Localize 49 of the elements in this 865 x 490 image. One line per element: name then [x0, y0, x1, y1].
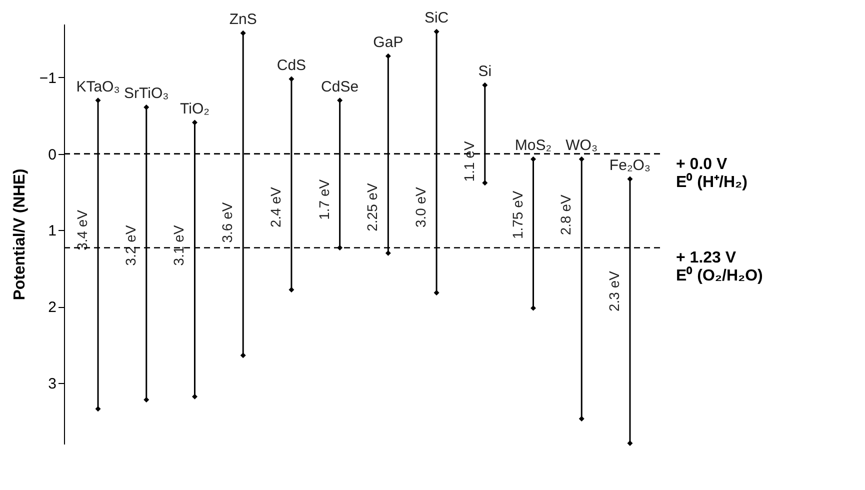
annotation: 2.4 eV	[267, 186, 284, 228]
x-tick-label: SiC	[424, 10, 449, 27]
point	[385, 250, 391, 256]
y-tick-label: 2	[48, 299, 56, 316]
y-tick-label: −1	[39, 70, 56, 87]
x-tick-label: Fe₂O₃	[609, 157, 651, 174]
annotation: 3.2 eV	[122, 224, 138, 266]
x-tick-label: CdSe	[321, 78, 359, 96]
point	[95, 406, 101, 412]
annotation: 1.7 eV	[316, 178, 332, 220]
annotation: 3.0 eV	[412, 186, 429, 228]
point	[627, 176, 633, 182]
y-tick-label: 0	[48, 146, 56, 164]
point	[578, 416, 584, 422]
annotation: 2.25 eV	[364, 182, 380, 232]
point	[482, 180, 488, 186]
annotation: 3.1 eV	[170, 224, 187, 266]
y-axis-title: Potential/V (NHE)	[11, 168, 28, 300]
x-tick-label: KTaO₃	[76, 78, 120, 96]
point	[578, 156, 584, 162]
x-tick-label: MoS₂	[514, 137, 552, 154]
y-tick-label: 1	[48, 222, 56, 240]
annotation: 1.1 eV	[460, 140, 477, 182]
point	[434, 290, 440, 296]
x-tick-label: CdS	[276, 56, 306, 74]
point	[240, 30, 246, 36]
y-tick-label: 3	[48, 375, 56, 392]
point	[288, 287, 294, 292]
x-tick-label: SrTiO₃	[124, 85, 169, 102]
point	[144, 104, 150, 110]
point	[482, 82, 488, 88]
x-tick-label: ZnS	[229, 11, 257, 28]
point	[434, 28, 440, 34]
annotation: 2.3 eV	[606, 270, 622, 312]
x-tick-label: TiO₂	[180, 100, 210, 118]
point	[240, 352, 246, 358]
x-tick-label: GaP	[373, 34, 404, 52]
x-tick-label: Si	[478, 63, 492, 80]
ref-line-label: + 1.23 V E⁰ (O₂/H₂O)	[676, 250, 763, 285]
point	[337, 98, 343, 104]
x-tick-label: WO₃	[566, 137, 598, 154]
annotation: 1.75 eV	[509, 190, 526, 240]
annotation: 3.4 eV	[74, 209, 90, 250]
point	[288, 76, 294, 82]
annotation: 2.8 eV	[558, 194, 574, 236]
point	[385, 53, 391, 59]
ref-line-label: + 0.0 V E⁰ (H⁺/H₂)	[676, 156, 748, 191]
point	[530, 156, 536, 162]
annotation: 3.6 eV	[219, 202, 236, 243]
